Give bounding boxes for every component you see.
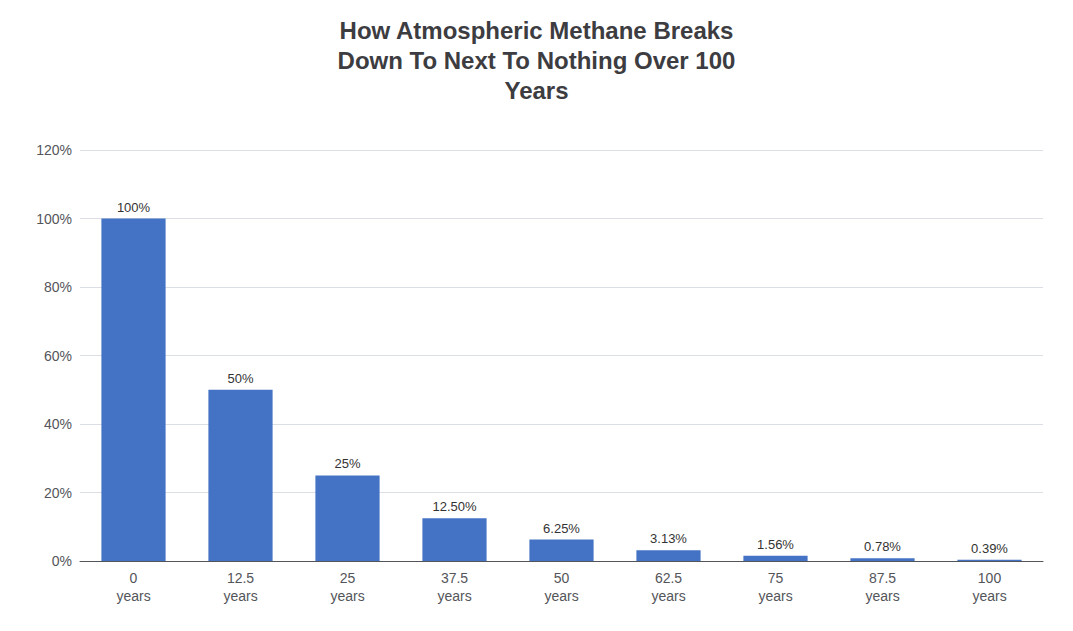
svg-text:1.56%: 1.56% bbox=[757, 537, 794, 552]
svg-text:25%: 25% bbox=[334, 456, 360, 471]
svg-text:years: years bbox=[330, 588, 364, 604]
svg-text:12.5: 12.5 bbox=[227, 570, 254, 586]
svg-text:Down To Next To Nothing Over 1: Down To Next To Nothing Over 100 bbox=[338, 47, 736, 74]
svg-text:0.39%: 0.39% bbox=[971, 541, 1008, 556]
svg-text:0.78%: 0.78% bbox=[864, 539, 901, 554]
svg-text:years: years bbox=[651, 588, 685, 604]
svg-text:0%: 0% bbox=[52, 553, 72, 569]
svg-text:years: years bbox=[437, 588, 471, 604]
svg-text:years: years bbox=[544, 588, 578, 604]
svg-text:years: years bbox=[116, 588, 150, 604]
svg-text:50: 50 bbox=[554, 570, 570, 586]
svg-text:years: years bbox=[223, 588, 257, 604]
svg-text:3.13%: 3.13% bbox=[650, 531, 687, 546]
svg-text:100%: 100% bbox=[117, 200, 151, 215]
svg-text:years: years bbox=[758, 588, 792, 604]
svg-text:20%: 20% bbox=[44, 485, 72, 501]
svg-text:100%: 100% bbox=[36, 211, 72, 227]
svg-text:years: years bbox=[865, 588, 899, 604]
svg-text:Years: Years bbox=[504, 77, 568, 104]
svg-text:40%: 40% bbox=[44, 416, 72, 432]
svg-text:50%: 50% bbox=[227, 371, 253, 386]
svg-text:37.5: 37.5 bbox=[441, 570, 468, 586]
svg-text:100: 100 bbox=[978, 570, 1002, 586]
svg-text:years: years bbox=[972, 588, 1006, 604]
svg-text:6.25%: 6.25% bbox=[543, 521, 580, 536]
svg-text:25: 25 bbox=[340, 570, 356, 586]
svg-text:12.50%: 12.50% bbox=[432, 499, 477, 514]
svg-text:87.5: 87.5 bbox=[869, 570, 896, 586]
svg-text:120%: 120% bbox=[36, 142, 72, 158]
svg-text:80%: 80% bbox=[44, 279, 72, 295]
svg-text:0: 0 bbox=[130, 570, 138, 586]
svg-text:62.5: 62.5 bbox=[655, 570, 682, 586]
svg-text:How Atmospheric Methane Breaks: How Atmospheric Methane Breaks bbox=[340, 17, 734, 44]
svg-text:60%: 60% bbox=[44, 348, 72, 364]
svg-text:75: 75 bbox=[768, 570, 784, 586]
